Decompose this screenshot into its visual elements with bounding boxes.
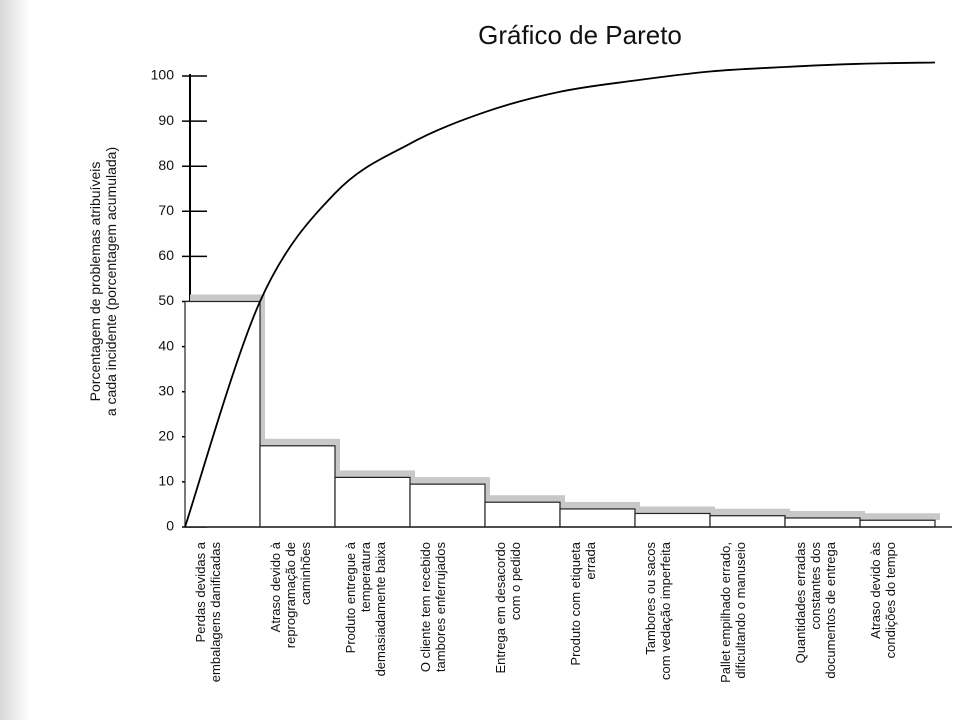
x-tick-label: O cliente tem recebido tambores enferruja…: [418, 542, 448, 673]
y-tick-label: 70: [158, 202, 174, 218]
y-tick-label: 20: [158, 428, 174, 444]
bar: [559, 508, 636, 528]
y-axis-label: a cada incidente (porcentagem acumulada): [103, 147, 119, 416]
bar-shadow: [790, 510, 865, 520]
x-tick-label-line: Atraso devido às: [868, 542, 883, 639]
y-tick-label: 10: [158, 473, 174, 489]
x-tick-label-line: Entrega em desacordo: [493, 542, 508, 674]
bar: [634, 512, 711, 528]
x-tick-label-line: Atraso devido à: [268, 541, 283, 632]
y-tick-label: 30: [158, 382, 174, 398]
y-tick-label: 50: [158, 292, 174, 308]
bar: [259, 445, 336, 528]
x-tick-label-line: condições do tempo: [883, 542, 898, 658]
bar-shadow: [715, 508, 790, 520]
x-tick-label: Produto com etiqueta errada: [568, 541, 598, 665]
scan-edge: [0, 0, 30, 720]
bar: [859, 519, 936, 528]
x-tick-label: Quantidades erradas constantes dos documen…: [793, 541, 838, 678]
x-tick-label-line: Tambores ou sacos: [643, 542, 658, 655]
x-tick-label-line: tambores enferrujados: [433, 542, 448, 673]
bar: [484, 501, 561, 528]
x-tick-label-line: demasiadamente baixa: [373, 541, 388, 676]
x-tick-label-line: O cliente tem recebido: [418, 542, 433, 672]
x-tick-label-line: dificultando o manuseio: [733, 542, 748, 679]
bar: [334, 476, 411, 528]
x-tick-label-line: errada: [583, 541, 598, 579]
x-tick-label-line: Produto entregue à: [343, 541, 358, 653]
bar: [409, 483, 486, 528]
x-tick-label-line: Pallet empilhado errado,: [718, 542, 733, 683]
x-tick-label: Perdas devidas a embalagens danificadas: [193, 541, 223, 682]
bar: [709, 515, 786, 528]
x-tick-label: Atraso devido às condições do tempo: [868, 542, 898, 659]
x-tick-label-line: Perdas devidas a: [193, 541, 208, 642]
x-tick-label: Pallet empilhado errado, dificultando o m…: [718, 542, 748, 683]
x-tick-label: Entrega em desacordo com o pedido: [493, 542, 523, 674]
x-tick-label: Tambores ou sacos com vedação imperfeita: [643, 541, 673, 680]
x-tick-label-line: documentos de entrega: [823, 541, 838, 678]
bar: [784, 517, 861, 528]
x-tick-label-line: caminhões: [298, 542, 313, 605]
y-axis-label: Porcentagem de problemas atribuíveis: [87, 162, 103, 402]
x-tick-label-line: embalagens danificadas: [208, 542, 223, 683]
x-tick-label-line: com o pedido: [508, 542, 523, 620]
chart-title: Gráfico de Pareto: [478, 20, 682, 50]
y-tick-label: 80: [158, 157, 174, 173]
y-tick-label: 90: [158, 112, 174, 128]
x-tick-label: Produto entregue à temperatura demasiadame…: [343, 541, 388, 676]
y-tick-label: 60: [158, 247, 174, 263]
x-tick-label-line: Quantidades erradas: [793, 542, 808, 664]
y-tick-label: 40: [158, 337, 174, 353]
x-tick-label-line: Produto com etiqueta: [568, 541, 583, 665]
x-tick-label-line: temperatura: [358, 541, 373, 612]
cumulative-line: [184, 61, 936, 528]
y-tick-label: 100: [151, 67, 175, 83]
x-tick-label-line: reprogramação de: [283, 542, 298, 648]
y-tick-label: 0: [166, 518, 174, 534]
x-tick-label-line: constantes dos: [808, 542, 823, 630]
x-tick-label-line: com vedação imperfeita: [658, 541, 673, 680]
bar-shadow: [865, 513, 940, 520]
x-tick-label: Atraso devido à reprogramação de caminhões: [268, 541, 313, 648]
